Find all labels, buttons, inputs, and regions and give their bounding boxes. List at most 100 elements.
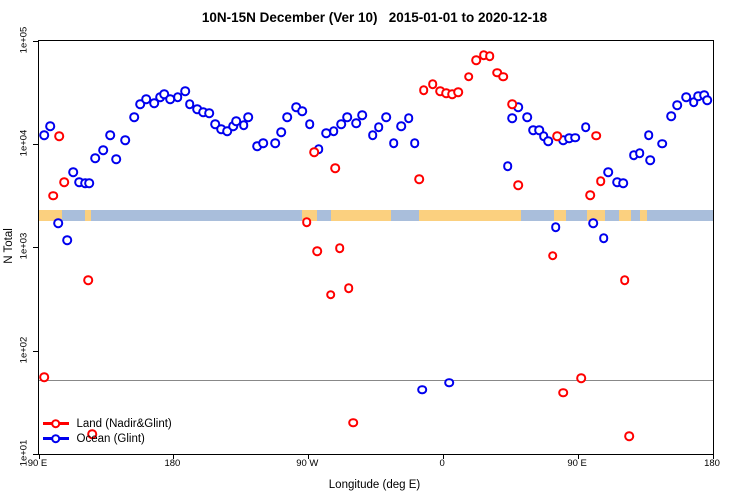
- legend-item-land: Land (Nadir&Glint): [42, 416, 172, 431]
- data-point: [105, 130, 116, 141]
- data-point: [666, 111, 676, 122]
- data-point: [351, 118, 362, 128]
- data-point: [120, 135, 131, 146]
- data-point: [367, 130, 378, 141]
- x-tick-mark: [173, 454, 175, 459]
- data-point: [570, 132, 580, 143]
- y-tick-label: 1e+04: [18, 129, 30, 157]
- data-point: [129, 112, 140, 123]
- data-point: [53, 218, 63, 228]
- data-point: [297, 106, 308, 116]
- data-point: [68, 167, 78, 177]
- data-point: [334, 243, 345, 253]
- data-point: [62, 235, 72, 245]
- data-point: [619, 275, 630, 285]
- data-point: [547, 250, 558, 261]
- data-point: [98, 145, 108, 155]
- legend-item-ocean: Ocean (Glint): [42, 431, 172, 446]
- land-segment: [587, 209, 606, 222]
- legend: Land (Nadir&Glint) Ocean (Glint): [42, 416, 172, 446]
- data-point: [59, 177, 69, 187]
- data-point: [111, 154, 122, 165]
- y-tick-mark: [32, 350, 38, 352]
- data-point: [595, 176, 606, 186]
- data-point: [282, 112, 293, 123]
- land-segment: [639, 209, 648, 222]
- data-point: [328, 126, 339, 137]
- data-point: [403, 113, 414, 123]
- y-tick-label: 1e+05: [18, 26, 30, 53]
- data-point: [513, 180, 523, 191]
- data-point: [45, 121, 56, 132]
- data-point: [204, 108, 215, 118]
- data-point: [357, 110, 368, 120]
- data-point: [591, 130, 601, 141]
- y-axis-label: N Total: [3, 228, 15, 264]
- data-point: [180, 86, 191, 97]
- data-point: [427, 79, 438, 89]
- data-point: [507, 113, 517, 123]
- y-tick-mark: [32, 454, 38, 455]
- data-point: [276, 127, 287, 138]
- data-point: [418, 85, 429, 95]
- data-point: [603, 167, 613, 177]
- data-point: [484, 51, 495, 61]
- data-point: [502, 161, 513, 171]
- data-point: [550, 222, 561, 233]
- data-point: [657, 139, 667, 149]
- data-point: [598, 233, 609, 243]
- data-point: [258, 138, 269, 148]
- data-point: [417, 384, 427, 395]
- data-point: [414, 174, 424, 184]
- ocean-series-marker-icon: [42, 433, 69, 444]
- data-point: [702, 95, 712, 105]
- x-tick-label: 0: [439, 458, 445, 469]
- land-ocean-map-band: [38, 209, 713, 222]
- data-point: [83, 275, 93, 286]
- land-segment: [618, 209, 631, 222]
- data-point: [243, 112, 254, 123]
- x-axis-label: Longitude (deg E): [328, 479, 421, 491]
- land-segment: [38, 209, 63, 222]
- data-point: [580, 122, 591, 132]
- data-point: [270, 138, 281, 148]
- x-tick-label: 90 E: [567, 458, 587, 469]
- x-tick-mark: [443, 454, 445, 459]
- data-point: [343, 283, 354, 294]
- data-point: [173, 92, 183, 102]
- data-point: [87, 429, 98, 440]
- data-point: [463, 71, 474, 82]
- data-point: [507, 99, 517, 110]
- data-point: [444, 377, 454, 388]
- land-segment: [302, 209, 318, 222]
- plot-area: Land (Nadir&Glint) Ocean (Glint): [32, 39, 714, 459]
- x-tick-label: 90 W: [296, 458, 319, 469]
- data-point: [558, 388, 568, 398]
- data-point: [624, 431, 634, 442]
- data-point: [643, 130, 654, 141]
- data-point: [159, 89, 170, 100]
- data-point: [342, 112, 353, 123]
- data-point: [373, 122, 384, 132]
- data-point: [348, 418, 359, 428]
- land-segment: [330, 209, 391, 222]
- data-point: [305, 119, 315, 129]
- y-tick-mark: [32, 40, 38, 42]
- land-segment: [84, 209, 91, 222]
- legend-label-ocean: Ocean (Glint): [76, 432, 145, 445]
- data-point: [471, 55, 481, 65]
- data-point: [222, 126, 233, 137]
- reference-line: [38, 379, 713, 382]
- y-tick-label: 1e+01: [18, 439, 30, 467]
- x-tick-mark: [713, 454, 714, 459]
- data-point: [396, 121, 407, 132]
- chart-title: 10N-15N December (Ver 10) 2015-01-01 to …: [201, 10, 548, 25]
- data-point: [409, 138, 420, 148]
- x-tick-label: 90 E: [27, 458, 48, 469]
- land-segment: [554, 209, 567, 222]
- data-point: [325, 289, 336, 300]
- y-tick-label: 1e+02: [18, 336, 30, 363]
- y-tick-mark: [32, 247, 38, 249]
- land-segment: [419, 209, 522, 222]
- data-point: [90, 153, 101, 164]
